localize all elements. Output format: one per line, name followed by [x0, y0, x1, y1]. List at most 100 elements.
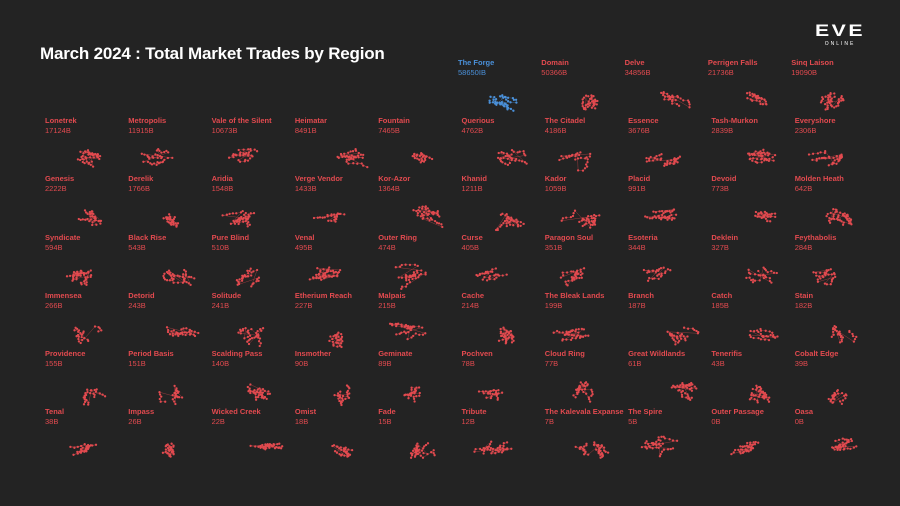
system-node [834, 445, 838, 449]
region-cell-delve: Delve 34856B [625, 58, 707, 116]
system-node [774, 216, 777, 219]
system-node [749, 158, 752, 161]
system-node [830, 279, 833, 283]
system-node [498, 446, 501, 449]
region-value: 1548B [211, 184, 234, 194]
system-node [342, 152, 346, 156]
system-node [753, 394, 756, 397]
region-map [749, 384, 771, 404]
system-node [255, 277, 258, 280]
system-node [225, 213, 228, 217]
system-node [680, 332, 684, 336]
system-node [579, 273, 582, 276]
system-node [344, 397, 347, 401]
system-node [570, 275, 573, 278]
system-node [413, 153, 416, 156]
system-node [161, 156, 164, 159]
region-map [825, 208, 853, 227]
system-node [490, 392, 494, 396]
system-node [140, 152, 144, 156]
region-map [389, 322, 427, 341]
system-node [408, 278, 411, 281]
system-node [92, 156, 95, 159]
region-map [65, 268, 93, 286]
system-node [768, 157, 771, 161]
system-node [418, 386, 421, 389]
region-map [477, 388, 503, 401]
system-node [644, 445, 647, 448]
system-node [245, 269, 249, 272]
system-node [592, 95, 595, 98]
system-node [88, 152, 91, 155]
region-cell-the-kalevala-expanse: The Kalevala Expanse 7B [545, 407, 627, 465]
system-node [518, 225, 522, 228]
system-node [85, 399, 88, 402]
system-node [761, 152, 764, 155]
system-node [574, 396, 577, 399]
system-node [221, 214, 224, 217]
system-node [249, 389, 252, 393]
region-cell-impass: Impass 26B [128, 407, 210, 465]
system-node [94, 390, 98, 393]
system-node [338, 344, 341, 347]
system-node [428, 219, 431, 222]
system-node [840, 99, 843, 102]
system-node [768, 152, 771, 156]
system-node [574, 336, 577, 340]
system-node [647, 279, 650, 282]
system-node [681, 385, 684, 389]
system-node [339, 390, 342, 393]
region-cell-tenal: Tenal 38B [45, 407, 127, 465]
system-node [754, 272, 757, 276]
system-node [418, 158, 421, 162]
system-node [688, 103, 691, 106]
system-link [587, 446, 598, 455]
system-node [338, 399, 341, 403]
system-node [768, 330, 772, 333]
system-node [503, 95, 507, 99]
system-node [648, 217, 652, 220]
system-node [825, 282, 828, 286]
system-node [158, 397, 162, 401]
region-name: Pochven [461, 349, 493, 358]
system-node [670, 214, 673, 217]
system-node [84, 277, 88, 280]
system-node [512, 98, 516, 102]
system-node [424, 206, 427, 210]
system-node [660, 271, 663, 275]
system-node [561, 157, 565, 160]
system-node [316, 216, 319, 220]
system-node [847, 330, 851, 333]
system-node [397, 322, 400, 325]
system-node [101, 393, 104, 396]
system-node [78, 159, 82, 162]
system-node [248, 157, 251, 160]
system-node [747, 268, 751, 271]
system-node [587, 221, 591, 225]
region-map [666, 326, 700, 346]
system-node [755, 99, 758, 102]
system-node [72, 277, 75, 281]
system-node [167, 328, 170, 331]
region-cell-pure-blind: Pure Blind 510B [212, 233, 294, 291]
region-map [235, 267, 260, 288]
system-node [173, 384, 177, 388]
system-node [750, 335, 753, 338]
system-node [410, 388, 413, 391]
system-node [406, 327, 409, 330]
system-node [768, 396, 771, 399]
system-node [580, 276, 583, 279]
region-cell-placid: Placid 991B [628, 174, 710, 232]
system-node [69, 445, 72, 449]
system-node [83, 271, 86, 275]
system-node [578, 276, 581, 279]
system-node [93, 388, 96, 392]
system-node [348, 387, 351, 390]
system-node [840, 338, 843, 341]
system-node [762, 148, 765, 152]
system-node [843, 443, 846, 446]
system-node [494, 276, 498, 279]
system-node [747, 446, 750, 449]
system-node [416, 212, 420, 215]
system-node [501, 156, 505, 160]
